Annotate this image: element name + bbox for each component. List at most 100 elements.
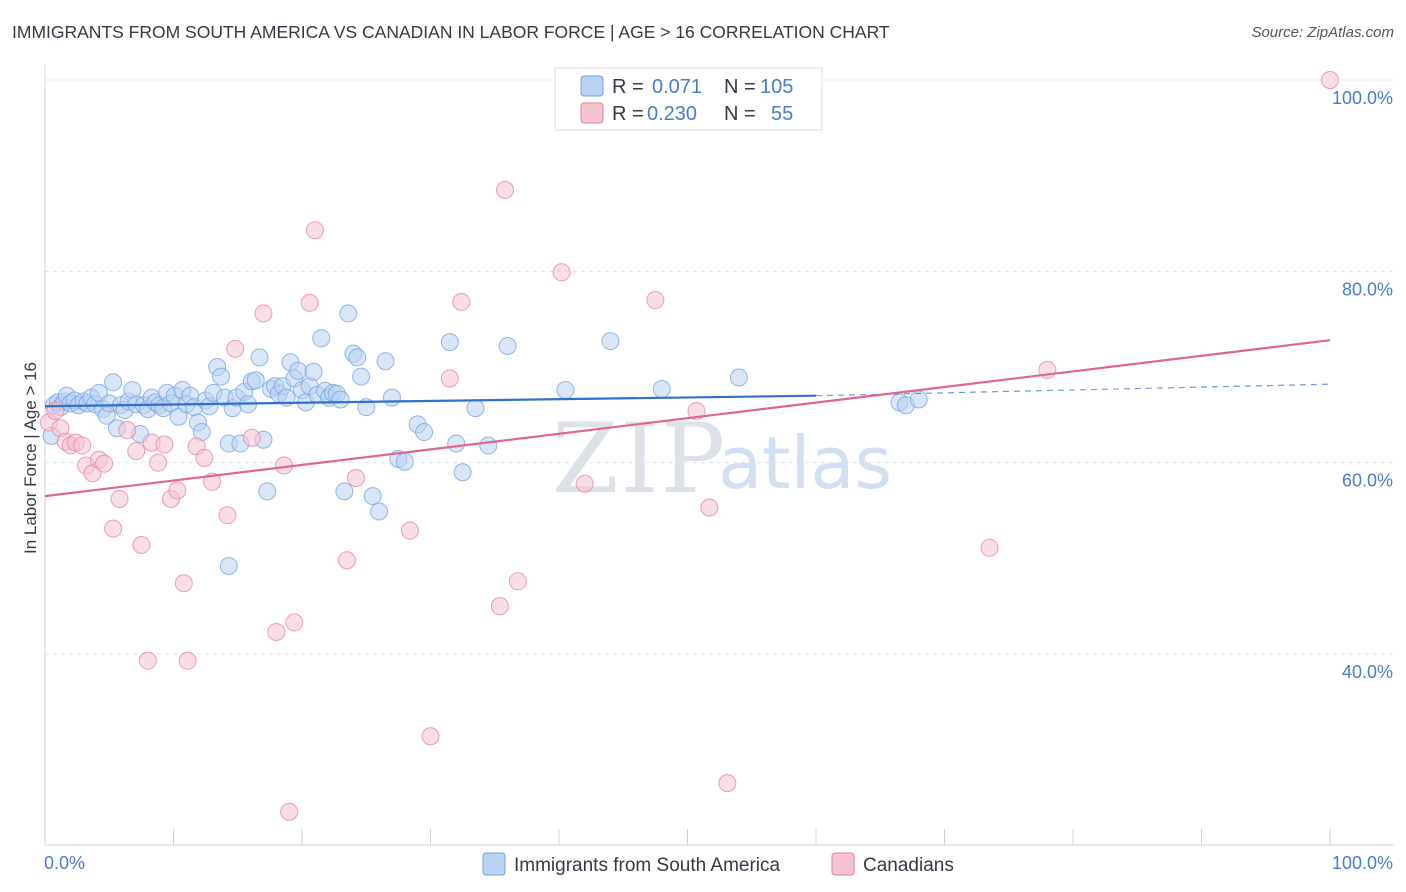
legend-r-label-1: R =: [612, 76, 644, 98]
canadians-point-51: [718, 774, 737, 793]
canadians-point-47: [575, 474, 594, 493]
canadians-point-44: [496, 181, 515, 200]
immigrants-point-17: [104, 373, 123, 392]
legend-n-label-2: N =: [724, 103, 756, 125]
immigrants-point-100: [729, 368, 748, 387]
canadians-point-49: [687, 402, 706, 421]
watermark-atlas: atlas: [718, 421, 892, 505]
legend-swatch-blue: [580, 75, 604, 97]
legend-n-label-1: N =: [724, 76, 756, 98]
canadians-point-28: [226, 339, 245, 358]
canadians-point-43: [490, 597, 509, 616]
canadians-point-41: [440, 369, 459, 388]
series-immigrants-points: [42, 304, 928, 575]
y-axis-label: In Labor Force | Age > 16: [21, 362, 40, 554]
canadians-point-11: [104, 519, 123, 538]
canadians-point-48: [646, 291, 665, 310]
canadians-point-15: [132, 535, 151, 554]
series-legend: Immigrants from South America Canadians: [482, 852, 954, 876]
canadians-point-10: [95, 454, 114, 473]
canadians-point-40: [421, 727, 440, 746]
immigrants-point-97: [556, 380, 575, 399]
y-tick-label-1: 60.0%: [1342, 471, 1393, 491]
y-tick-label-0: 40.0%: [1342, 662, 1393, 682]
canadians-trend-line: [44, 339, 1331, 498]
immigrants-point-55: [250, 348, 269, 367]
canadians-point-13: [118, 421, 137, 440]
canadians-point-26: [203, 472, 222, 491]
immigrants-point-98: [601, 332, 620, 351]
x-tick-labels: 0.0% 100.0%: [44, 853, 1393, 873]
immigrants-point-93: [453, 463, 472, 482]
canadians-point-14: [127, 442, 146, 461]
canadians-point-54: [1321, 71, 1339, 89]
canadians-point-36: [305, 221, 324, 240]
immigrants-point-69: [304, 362, 323, 381]
x-tick-label-0: 0.0%: [44, 853, 85, 873]
immigrants-point-76: [331, 390, 350, 409]
immigrants-point-81: [352, 367, 371, 386]
canadians-point-42: [452, 292, 471, 311]
canadians-point-23: [178, 651, 197, 670]
legend-r-label-2: R =: [612, 103, 644, 125]
immigrants-point-96: [498, 336, 517, 355]
canadians-point-31: [267, 622, 286, 641]
immigrants-point-85: [376, 352, 395, 371]
immigrants-point-104: [219, 556, 238, 575]
immigrants-point-90: [415, 423, 434, 442]
legend-n-value-1: 105: [760, 76, 793, 98]
canadians-point-45: [508, 572, 527, 591]
immigrants-point-84: [370, 502, 389, 521]
canadians-point-50: [700, 498, 719, 517]
immigrants-point-71: [312, 329, 331, 348]
canadians-point-46: [552, 263, 571, 282]
canadians-point-25: [195, 448, 214, 467]
canadians-point-29: [242, 428, 261, 447]
canadians-point-19: [155, 435, 174, 454]
canadians-point-21: [168, 481, 187, 500]
immigrants-point-77: [335, 482, 354, 501]
immigrants-point-80: [348, 348, 367, 367]
y-tick-labels: 40.0% 60.0% 80.0% 100.0%: [1332, 88, 1393, 682]
canadians-point-52: [980, 538, 999, 557]
canadians-point-18: [149, 453, 168, 472]
immigrants-trend-line: [44, 394, 817, 408]
immigrants-point-91: [440, 333, 459, 352]
immigrants-point-83: [363, 487, 382, 506]
canadians-point-12: [110, 490, 129, 509]
watermark-zip: ZIP: [552, 403, 727, 515]
chart-title: IMMIGRANTS FROM SOUTH AMERICA VS CANADIA…: [12, 22, 890, 42]
x-tick-label-1: 100.0%: [1332, 853, 1393, 873]
correlation-legend: R = 0.071 N = 105 R = 0.230 N = 55: [554, 67, 823, 131]
immigrants-point-57: [258, 482, 277, 501]
canadians-point-37: [337, 551, 356, 570]
immigrants-point-78: [339, 304, 358, 323]
canadians-point-34: [285, 613, 304, 632]
series-legend-swatch-immigrants: [482, 852, 506, 876]
grid-lines: [45, 79, 1394, 655]
immigrants-point-99: [652, 380, 671, 399]
series-legend-swatch-canadians: [831, 852, 855, 876]
canadians-point-35: [300, 293, 319, 312]
axes: [44, 65, 1394, 846]
series-legend-immigrants: Immigrants from South America: [514, 855, 781, 876]
immigrants-point-54: [246, 371, 265, 390]
immigrants-point-65: [289, 361, 308, 380]
canadians-point-6: [73, 436, 92, 455]
immigrants-point-45: [212, 367, 231, 386]
canadians-point-38: [346, 468, 365, 487]
trend-lines: [44, 339, 1331, 498]
immigrants-point-92: [447, 434, 466, 453]
canadians-point-39: [400, 521, 419, 540]
legend-n-value-2: 55: [771, 103, 793, 125]
y-tick-label-3: 100.0%: [1332, 88, 1393, 108]
source-credit: Source: ZipAtlas.com: [1251, 24, 1394, 41]
immigrants-trend-extension: [815, 383, 1331, 397]
canadians-point-22: [174, 574, 193, 593]
immigrants-point-94: [466, 399, 485, 418]
legend-swatch-pink: [580, 102, 604, 124]
immigrants-point-86: [382, 388, 401, 407]
immigrants-point-95: [479, 436, 498, 455]
canadians-point-16: [138, 651, 157, 670]
